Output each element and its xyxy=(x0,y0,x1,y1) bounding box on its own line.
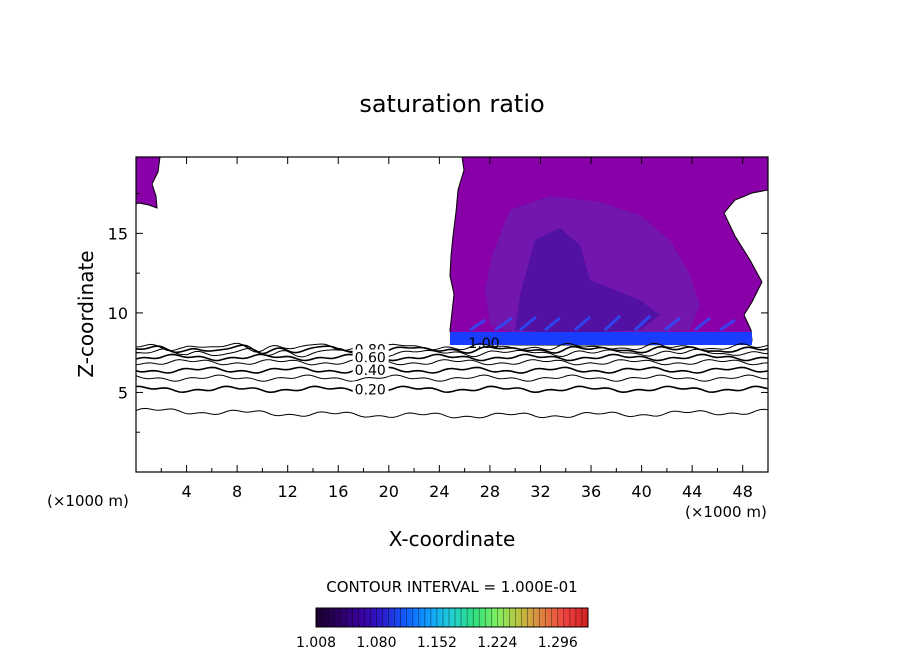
x-ticks: 4 8 12 16 20 24 28 32 36 40 44 48 xyxy=(160,157,753,501)
x-tick-label: 8 xyxy=(232,482,242,501)
contour-line-0-2 xyxy=(136,385,768,394)
contour-line-0-3 xyxy=(136,374,768,382)
x-tick-label: 4 xyxy=(181,482,191,501)
contour-interval-note: CONTOUR INTERVAL = 1.000E-01 xyxy=(326,578,577,596)
contour-line-0-4 xyxy=(136,366,768,374)
supersaturation-region-left xyxy=(136,157,161,209)
y-tick-label: 15 xyxy=(108,224,128,243)
y-tick-label: 10 xyxy=(108,304,128,323)
x-tick-label: 40 xyxy=(631,482,651,501)
colorbar-dividers xyxy=(321,608,583,627)
x-tick-label: 48 xyxy=(733,482,753,501)
contour-label-bg xyxy=(352,349,389,364)
x-axis-label: X-coordinate xyxy=(389,527,516,551)
contour-label-bg xyxy=(352,381,389,396)
x-tick-label: 44 xyxy=(682,482,702,501)
chart-title: saturation ratio xyxy=(359,90,544,118)
contour-line-0-7 xyxy=(136,347,768,358)
deep-saturation-zone xyxy=(515,228,660,334)
contour-label-bg xyxy=(352,362,389,377)
contour-line-0-5 xyxy=(136,359,768,366)
cloud-base-band xyxy=(450,332,752,345)
contour-line-0-9 xyxy=(136,342,768,353)
colorbar-tick-label: 1.080 xyxy=(356,635,396,651)
colorbar xyxy=(315,607,589,628)
contour-label-0-20: 0.20 xyxy=(355,382,386,398)
x-tick-label: 12 xyxy=(278,482,298,501)
plot-frame xyxy=(135,156,769,473)
colorbar-tick-label: 1.152 xyxy=(417,635,457,651)
x-tick-label: 32 xyxy=(530,482,550,501)
contour-line-0-8 xyxy=(136,344,768,355)
base-turbulence-streaks xyxy=(469,314,736,332)
x-tick-label: 20 xyxy=(379,482,399,501)
plot-area xyxy=(136,157,768,419)
x-tick-label: 36 xyxy=(581,482,601,501)
contour-labels: 0.800.600.400.201.00 xyxy=(352,336,500,398)
colorbar-tick-label: 1.224 xyxy=(477,635,517,651)
x-unit-left: (×1000 m) xyxy=(47,492,129,510)
y-tick-label: 5 xyxy=(118,383,128,402)
contour-line-0-1 xyxy=(136,407,768,419)
contour-label-1-00: 1.00 xyxy=(468,336,499,352)
x-tick-label: 24 xyxy=(429,482,449,501)
contour-label-0-40: 0.40 xyxy=(355,363,386,379)
colorbar-tick-label: 1.008 xyxy=(296,635,336,651)
contour-line-0-6 xyxy=(136,353,768,362)
contour-lines xyxy=(136,342,768,419)
x-tick-label: 16 xyxy=(328,482,348,501)
colorbar-tick-label: 1.296 xyxy=(538,635,578,651)
y-axis-label: Z-coordinate xyxy=(74,250,98,377)
x-tick-label: 28 xyxy=(480,482,500,501)
y-ticks: 5 10 15 xyxy=(108,193,768,433)
x-unit-right: (×1000 m) xyxy=(685,503,767,521)
colorbar-ticks: 1.008 1.080 1.152 1.224 1.296 xyxy=(296,635,578,651)
